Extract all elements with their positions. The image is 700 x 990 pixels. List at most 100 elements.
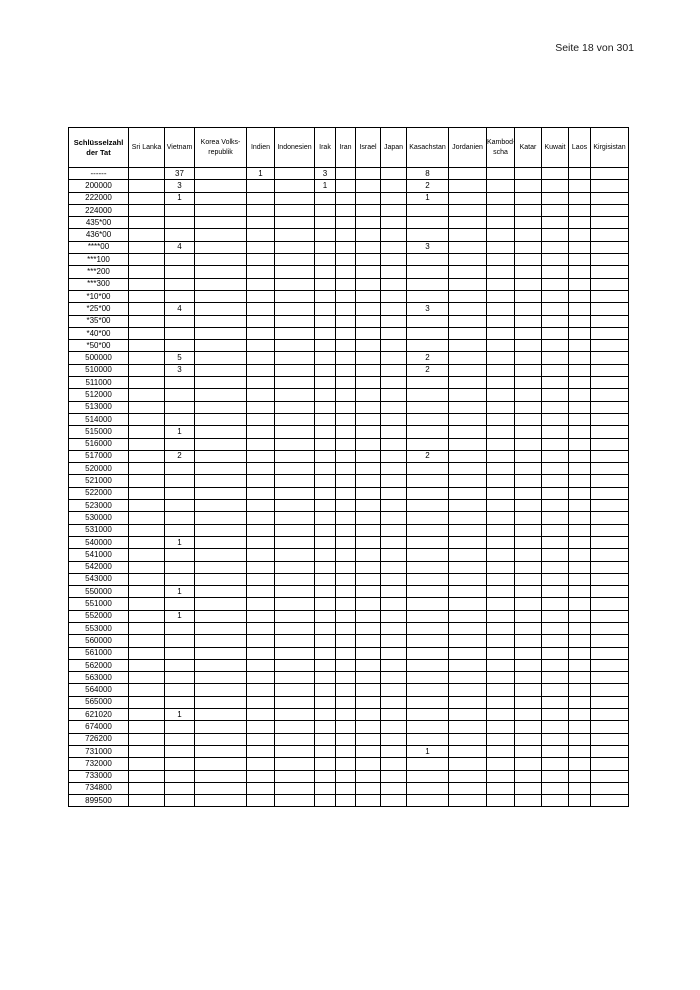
value-cell [514,511,542,525]
row-key-cell: 543000 [68,572,129,587]
value-cell [335,585,356,599]
value-cell [590,720,629,734]
value-cell [486,658,515,673]
value-cell [314,216,336,230]
value-cell [355,548,381,562]
value-cell [164,621,195,636]
value-cell [314,412,336,427]
value-cell [274,585,315,599]
value-cell [380,499,407,513]
value-cell [335,253,356,267]
value-cell [590,240,629,255]
value-cell [541,634,569,648]
value-cell [314,499,336,513]
value-cell [355,646,381,660]
value-cell [128,376,165,390]
value-cell [314,597,336,611]
value-cell [568,388,591,402]
value-cell [568,597,591,611]
row-key-cell: 565000 [68,695,129,710]
value-cell [486,437,515,451]
value-cell [246,216,275,230]
value-cell [246,449,275,464]
column-header: Jordanien [448,127,487,168]
value-cell [314,302,336,316]
value-cell [335,597,356,611]
value-cell [406,523,449,537]
value-cell [314,634,336,648]
value-cell [406,511,449,525]
value-cell [314,548,336,562]
value-cell [246,769,275,783]
value-cell [246,499,275,513]
value-cell [380,253,407,267]
value-cell [274,634,315,648]
table-row: 517000 2 2 [68,449,629,464]
value-cell [406,474,449,488]
value-cell [274,671,315,685]
value-cell [514,203,542,218]
value-cell: 1 [164,609,195,623]
value-cell [448,253,487,267]
value-cell [380,179,407,193]
value-cell [355,326,381,341]
value-cell [335,781,356,796]
value-cell [335,314,356,328]
value-cell [541,425,569,439]
table-row: 733000 [68,769,629,783]
value-cell [380,572,407,587]
value-cell: 1 [314,179,336,193]
value-cell [514,400,542,414]
value-cell [194,462,247,476]
value-cell [194,376,247,390]
value-cell [590,351,629,365]
value-cell [514,621,542,636]
value-cell [568,179,591,193]
value-cell [335,203,356,218]
value-cell [448,216,487,230]
row-key-cell: 564000 [68,683,129,697]
value-cell [355,339,381,353]
row-key-cell: ***100 [68,253,129,267]
value-cell: 3 [164,179,195,193]
value-cell [486,376,515,390]
value-cell [128,363,165,378]
value-cell [314,646,336,660]
value-cell [194,523,247,537]
value-cell [486,794,515,808]
value-cell [514,339,542,353]
value-cell: 3 [406,240,449,255]
value-cell [164,400,195,414]
value-cell [514,560,542,574]
value-cell [541,585,569,599]
value-cell [194,449,247,464]
table-header: Schlüsselzahl der Tat Sri Lanka Vietnam Kor… [68,127,629,168]
value-cell [314,683,336,697]
value-cell [448,412,487,427]
value-cell [406,400,449,414]
value-cell [246,486,275,501]
value-cell [568,253,591,267]
value-cell [128,708,165,722]
value-cell [568,609,591,623]
value-cell [514,683,542,697]
value-cell [314,425,336,439]
table-row: 621020 1 [68,708,629,722]
value-cell [246,179,275,193]
table-row: *40*00 [68,326,629,341]
value-cell [380,462,407,476]
value-cell [164,744,195,759]
value-cell [568,277,591,291]
value-cell [448,240,487,255]
table-row: *25*00 4 3 [68,302,629,316]
value-cell [128,277,165,291]
value-cell [246,363,275,378]
value-cell [486,671,515,685]
value-cell [314,326,336,341]
value-cell [590,314,629,328]
value-cell [314,535,336,550]
value-cell [448,314,487,328]
table-row: 541000 [68,548,629,562]
value-cell [380,781,407,796]
value-cell [568,216,591,230]
